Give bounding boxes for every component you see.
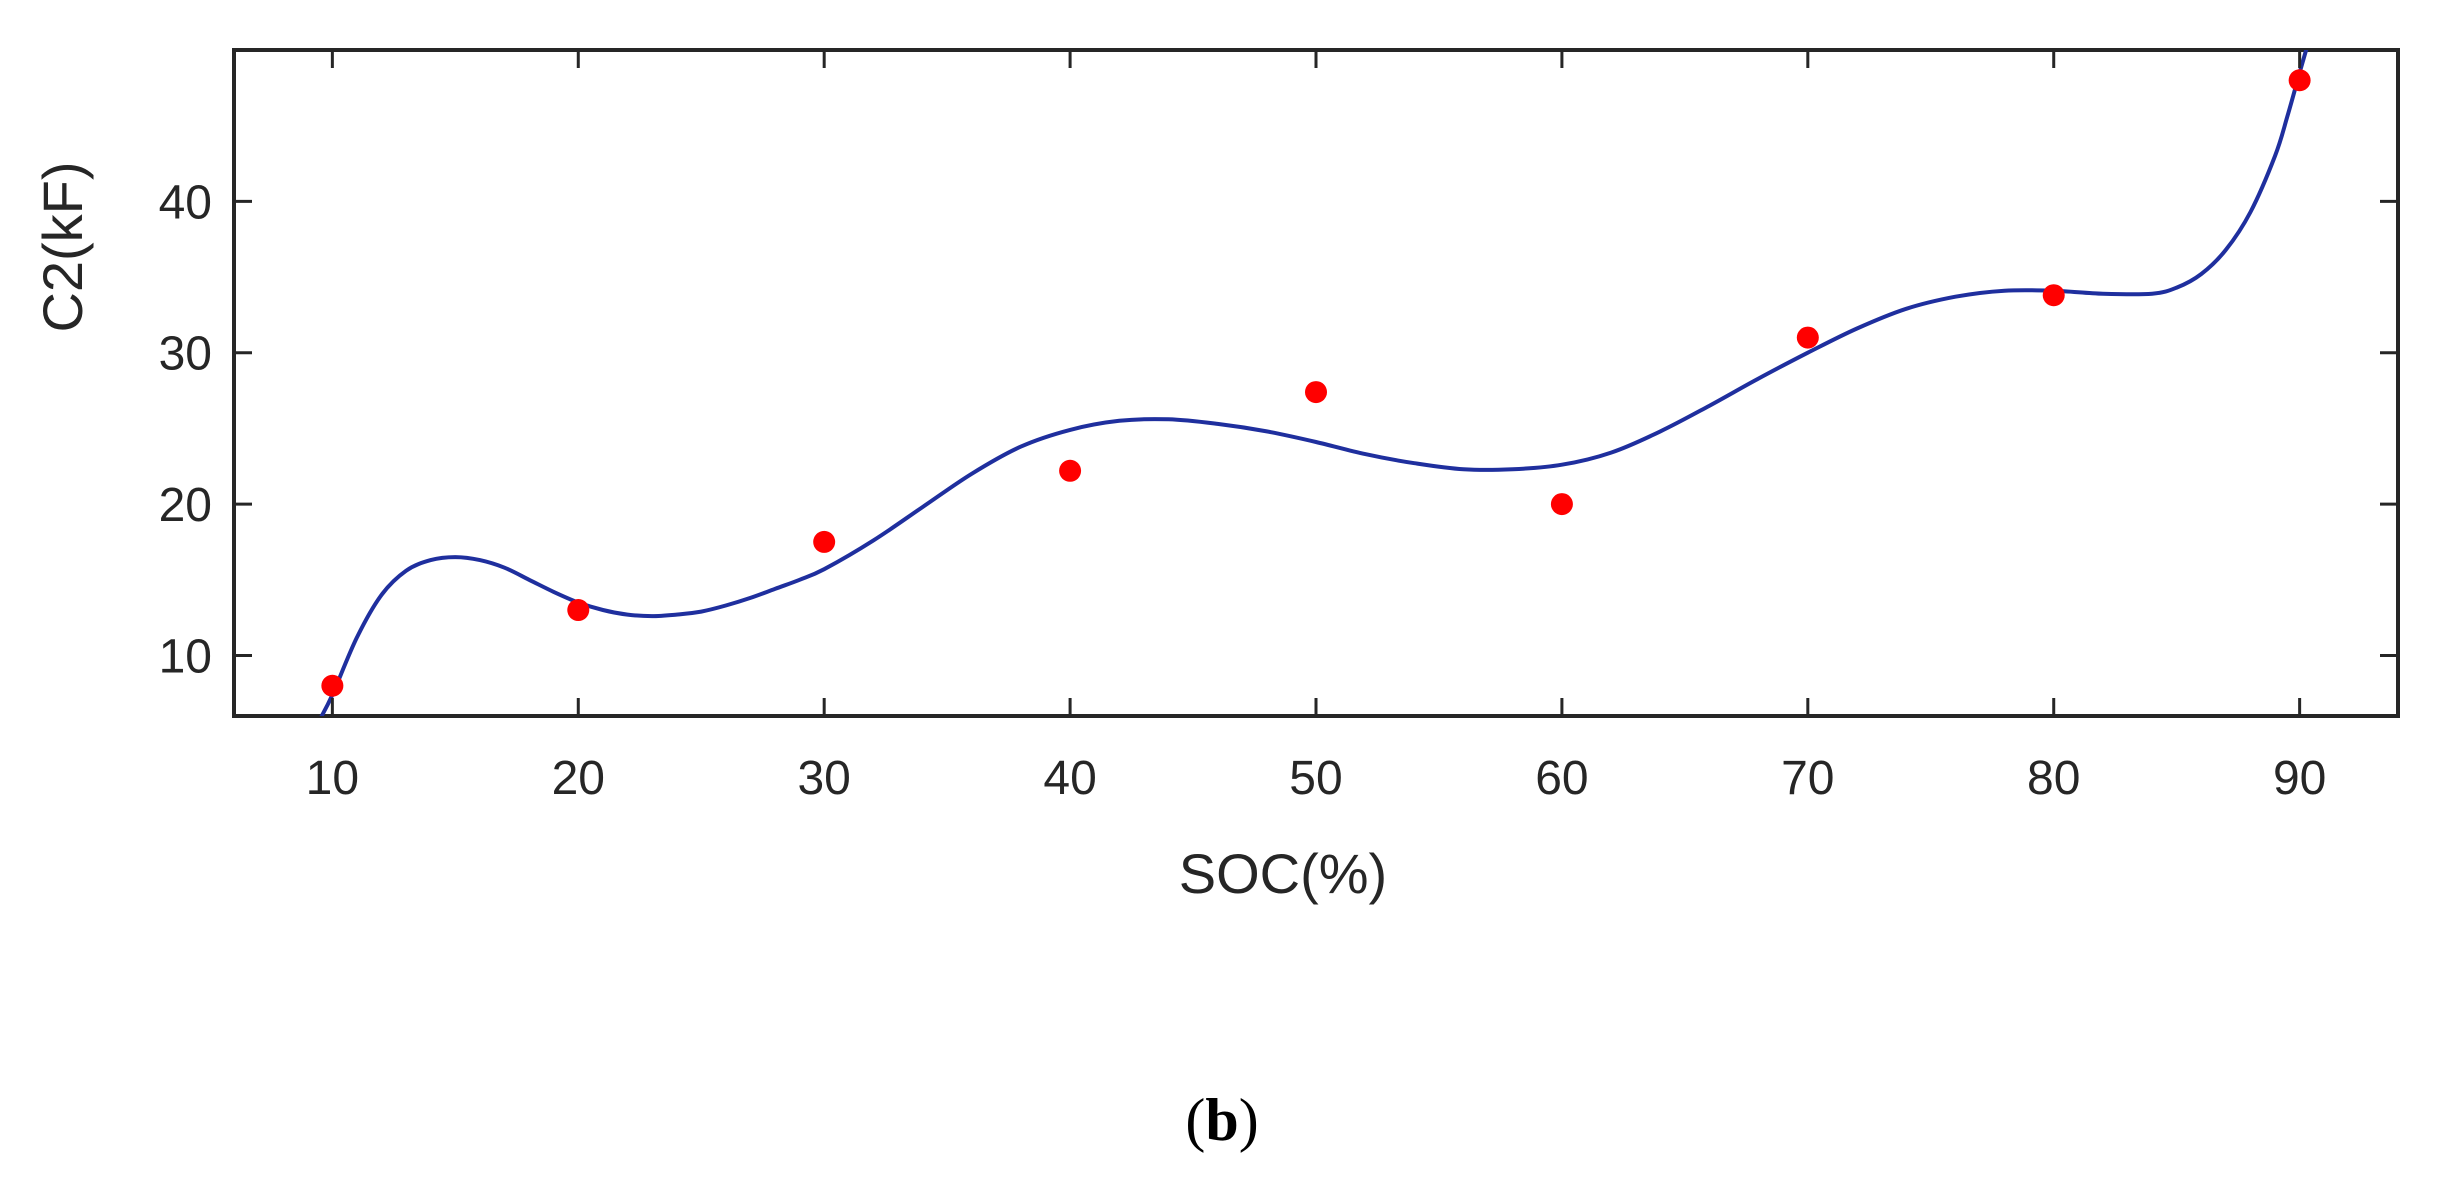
y-tick-label: 10 [159, 630, 212, 683]
data-point [1796, 326, 1819, 349]
data-point [813, 530, 836, 553]
y-axis-label: C2(kF) [31, 161, 94, 332]
axis-ticks: 10 20 30 40 50 60 70 80 90 10 20 30 40 [159, 50, 2398, 805]
x-tick-label: 50 [1289, 752, 1342, 805]
x-tick-label: 40 [1043, 752, 1096, 805]
y-tick-label: 30 [159, 328, 212, 381]
data-points [321, 69, 2311, 697]
y-tick-label: 40 [159, 176, 212, 229]
caption-letter: b [1205, 1087, 1238, 1153]
data-point [1550, 493, 1573, 516]
data-point [1059, 459, 1082, 482]
x-axis-label: SOC(%) [1179, 842, 1387, 905]
x-tick-label: 80 [2027, 752, 2080, 805]
x-tick-label: 90 [2273, 752, 2326, 805]
data-point [1305, 381, 1327, 404]
fit-line-layer [319, 50, 2309, 716]
y-tick-label: 20 [159, 479, 212, 532]
x-tick-label: 60 [1535, 752, 1588, 805]
caption-close-paren: ) [1239, 1087, 1259, 1153]
fit-curve [319, 50, 2309, 716]
caption-open-paren: ( [1185, 1087, 1205, 1153]
figure-caption: (b) [1185, 1087, 1258, 1153]
data-point [567, 599, 590, 622]
x-tick-label: 30 [797, 752, 850, 805]
x-tick-label: 10 [306, 752, 359, 805]
data-point [2288, 69, 2311, 92]
x-tick-label: 20 [552, 752, 605, 805]
data-point [2042, 284, 2065, 307]
x-tick-label: 70 [1781, 752, 1834, 805]
data-point [321, 674, 344, 697]
